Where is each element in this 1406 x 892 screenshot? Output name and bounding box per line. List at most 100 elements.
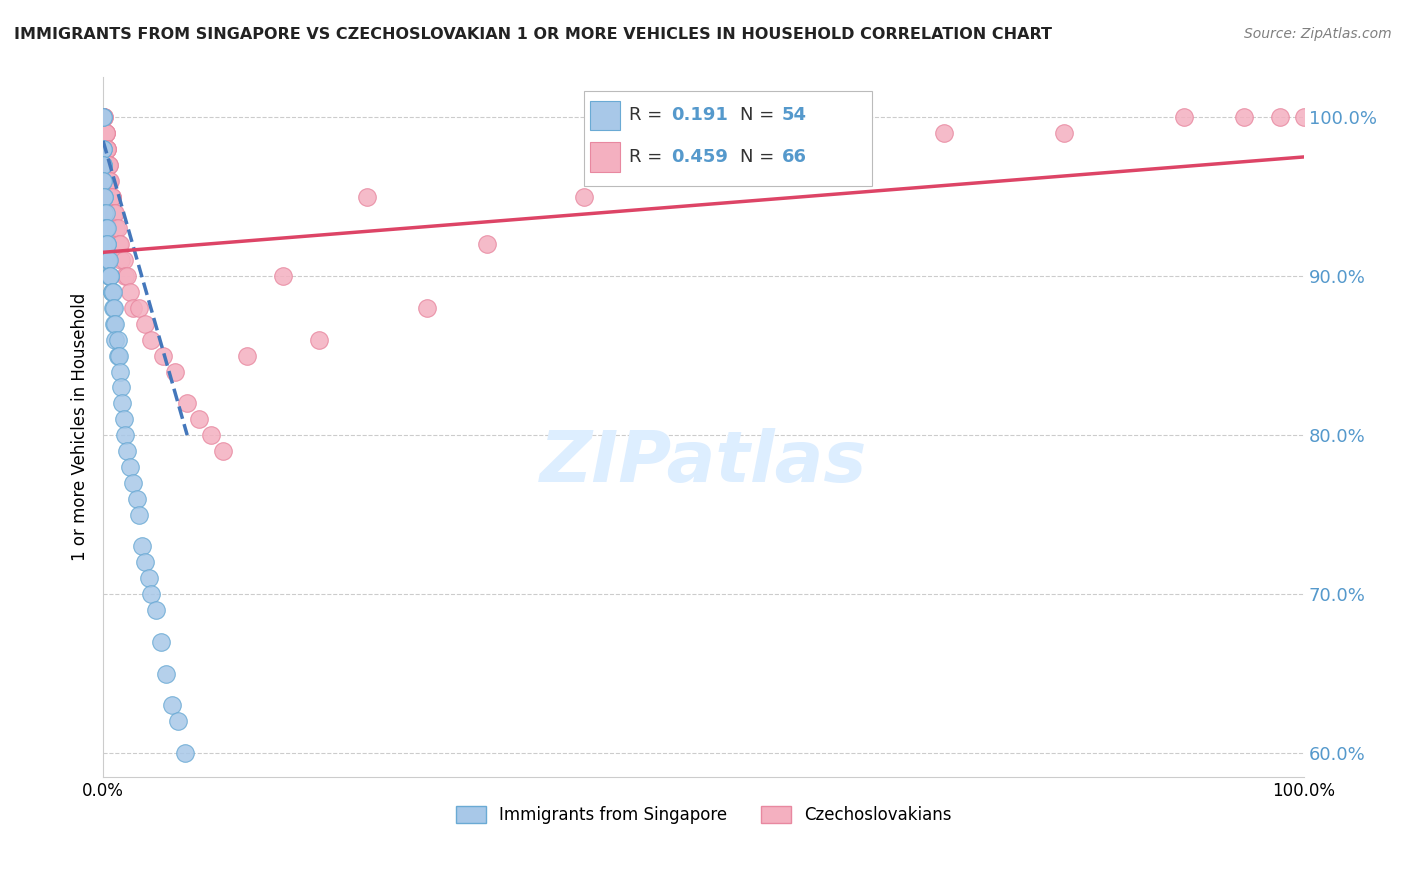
Point <box>98 174 121 188</box>
Point <box>176 396 198 410</box>
Point <box>236 349 259 363</box>
Point <box>107 333 129 347</box>
Point <box>103 301 125 315</box>
Point <box>110 380 132 394</box>
Point <box>932 126 955 140</box>
Point <box>149 634 172 648</box>
Point <box>118 285 141 299</box>
Point <box>107 349 129 363</box>
Point <box>97 158 120 172</box>
Text: R =: R = <box>628 148 668 166</box>
Point <box>134 555 156 569</box>
Point <box>416 301 439 315</box>
Point <box>107 349 129 363</box>
Point <box>107 237 129 252</box>
Point <box>98 253 121 268</box>
Point <box>107 221 129 235</box>
Point <box>813 142 835 156</box>
Point <box>692 158 714 172</box>
Point <box>160 698 183 713</box>
Point <box>96 221 118 235</box>
Point <box>104 317 127 331</box>
Point <box>100 285 122 299</box>
Point <box>145 603 167 617</box>
Point <box>477 237 499 252</box>
Point <box>91 110 114 124</box>
Point <box>98 158 121 172</box>
Point <box>98 269 121 284</box>
Point <box>94 126 117 140</box>
Point <box>93 126 115 140</box>
FancyBboxPatch shape <box>589 143 620 172</box>
Point <box>91 110 114 124</box>
Point <box>114 269 136 284</box>
Point <box>100 189 122 203</box>
Text: IMMIGRANTS FROM SINGAPORE VS CZECHOSLOVAKIAN 1 OR MORE VEHICLES IN HOUSEHOLD COR: IMMIGRANTS FROM SINGAPORE VS CZECHOSLOVA… <box>14 27 1052 42</box>
Point <box>91 110 114 124</box>
Point <box>97 253 120 268</box>
Point <box>98 189 121 203</box>
Point <box>1268 110 1291 124</box>
Point <box>93 189 115 203</box>
Point <box>101 285 124 299</box>
Point <box>91 110 114 124</box>
Point <box>108 364 131 378</box>
Point <box>94 205 117 219</box>
Text: N =: N = <box>740 105 780 123</box>
Point <box>108 237 131 252</box>
Point <box>91 110 114 124</box>
Point <box>103 205 125 219</box>
Point <box>100 285 122 299</box>
Point <box>98 269 121 284</box>
Point <box>141 333 163 347</box>
Text: Source: ZipAtlas.com: Source: ZipAtlas.com <box>1244 27 1392 41</box>
Point <box>356 189 378 203</box>
Point <box>110 253 132 268</box>
Point <box>128 301 150 315</box>
Point <box>118 459 141 474</box>
Point <box>93 110 115 124</box>
Point <box>98 158 121 172</box>
Text: 54: 54 <box>782 105 807 123</box>
Point <box>112 412 135 426</box>
Point <box>200 428 222 442</box>
Text: ZIPatlas: ZIPatlas <box>540 427 868 497</box>
Point <box>1053 126 1076 140</box>
Point <box>271 269 294 284</box>
Point <box>97 253 120 268</box>
Point <box>93 110 115 124</box>
Text: 0.459: 0.459 <box>671 148 728 166</box>
Point <box>98 269 121 284</box>
Point <box>93 126 115 140</box>
Point <box>97 158 120 172</box>
Point <box>94 221 117 235</box>
Point <box>111 396 134 410</box>
Point <box>104 333 127 347</box>
Point <box>91 110 114 124</box>
Point <box>101 301 124 315</box>
Point <box>1233 110 1256 124</box>
Point <box>112 253 135 268</box>
Point <box>94 126 117 140</box>
Point <box>308 333 330 347</box>
Point <box>96 237 118 252</box>
Point <box>91 174 114 188</box>
Text: N =: N = <box>740 148 780 166</box>
Point <box>152 349 174 363</box>
Point <box>96 142 118 156</box>
Point <box>91 110 114 124</box>
Point <box>103 317 125 331</box>
Point <box>96 142 118 156</box>
Point <box>114 428 136 442</box>
Point <box>101 205 124 219</box>
Point <box>104 205 127 219</box>
Point <box>91 158 114 172</box>
Point <box>91 110 114 124</box>
Point <box>100 189 122 203</box>
Point <box>98 174 121 188</box>
Point <box>138 571 160 585</box>
Point <box>96 237 118 252</box>
Point <box>94 126 117 140</box>
Point <box>134 317 156 331</box>
Text: 66: 66 <box>782 148 807 166</box>
